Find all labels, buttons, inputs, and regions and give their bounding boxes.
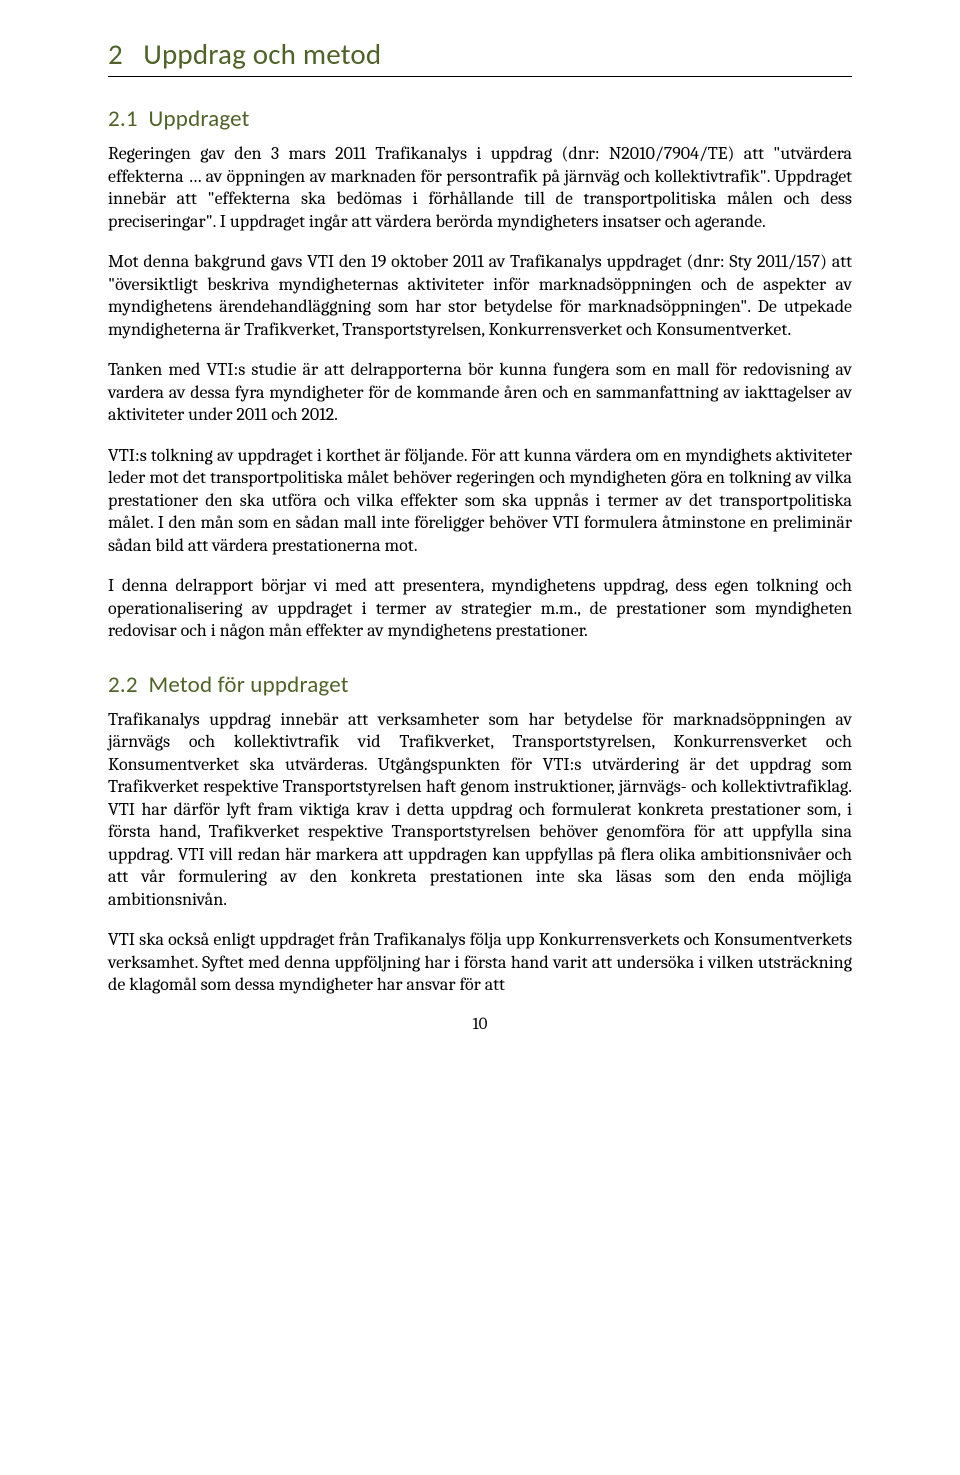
heading-1-title: Uppdrag och metod [143, 36, 381, 72]
body-paragraph: Mot denna bakgrund gavs VTI den 19 oktob… [108, 251, 852, 341]
heading-2-section-21: 2.1 Uppdraget [108, 105, 852, 133]
heading-2-number: 2.2 [108, 671, 138, 699]
body-paragraph: VTI ska också enligt uppdraget från Traf… [108, 929, 852, 997]
heading-underline [108, 76, 852, 77]
heading-1-number: 2 [108, 36, 123, 72]
body-paragraph: I denna delrapport börjar vi med att pre… [108, 575, 852, 643]
heading-1: 2 Uppdrag och metod [108, 36, 852, 72]
heading-2-title: Uppdraget [149, 105, 250, 133]
heading-2-section-22: 2.2 Metod för uppdraget [108, 671, 852, 699]
body-paragraph: Trafikanalys uppdrag innebär att verksam… [108, 709, 852, 912]
page-number: 10 [108, 1015, 852, 1034]
body-paragraph: Regeringen gav den 3 mars 2011 Trafikana… [108, 143, 852, 233]
body-paragraph: VTI:s tolkning av uppdraget i korthet är… [108, 445, 852, 558]
heading-2-title: Metod för uppdraget [149, 671, 349, 699]
document-page: 2 Uppdrag och metod 2.1 Uppdraget Regeri… [0, 0, 960, 1074]
heading-2-number: 2.1 [108, 105, 138, 133]
body-paragraph: Tanken med VTI:s studie är att delrappor… [108, 359, 852, 427]
